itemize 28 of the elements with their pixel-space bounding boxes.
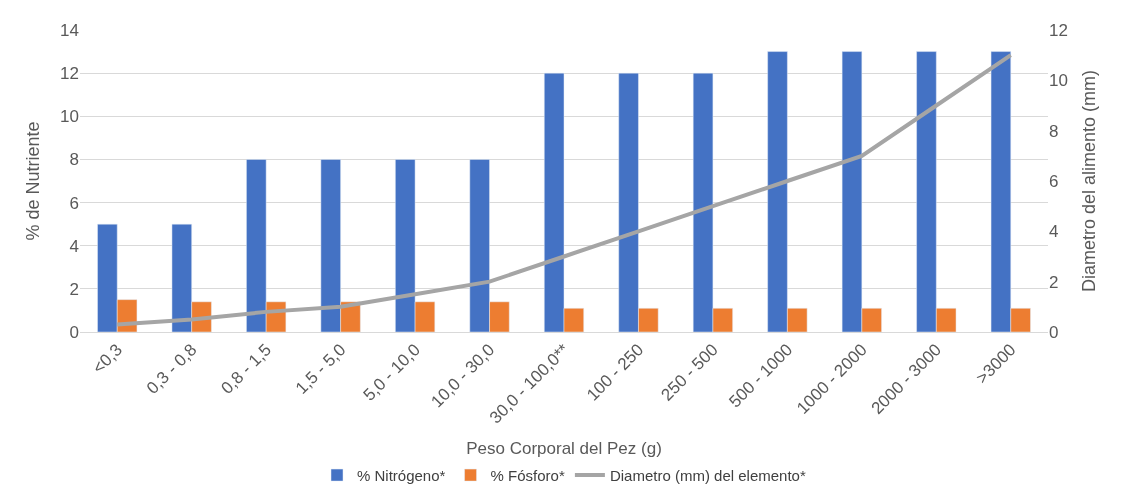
x-tick-label: 0,3 - 0,8 — [142, 340, 201, 398]
legend-label: Diametro (mm) del elemento* — [609, 466, 806, 484]
x-tick-label: 0,8 - 1,5 — [217, 340, 275, 398]
y-tick-label: 6 — [69, 193, 79, 213]
y-tick-label: 10 — [60, 107, 79, 127]
y-tick-label: 2 — [69, 279, 79, 299]
y-tick-label: 8 — [69, 150, 79, 170]
y2-tick-label: 4 — [1049, 222, 1059, 242]
y-tick-label: 0 — [69, 322, 79, 342]
y-tick-label: 14 — [60, 20, 79, 40]
y-tick-label: 4 — [69, 236, 79, 256]
x-tick-label: 1,5 - 5,0 — [291, 340, 350, 398]
x-tick-label: <0,3 — [88, 340, 127, 378]
x-axis-title: Peso Corporal del Pez (g) — [466, 438, 662, 458]
y-tick-label: 12 — [60, 64, 79, 84]
y2-tick-label: 0 — [1049, 322, 1059, 342]
legend-label: % Fósforo* — [490, 466, 565, 484]
y2-tick-label: 6 — [1049, 171, 1059, 191]
y2-tick-label: 8 — [1049, 121, 1059, 141]
y2-tick-label: 2 — [1049, 272, 1059, 292]
legend-label: % Nitrógeno* — [357, 466, 446, 484]
x-tick-label: 250 - 500 — [657, 340, 722, 405]
line-series — [115, 53, 1013, 327]
y-axis-title: % de Nutriente — [23, 121, 44, 241]
x-tick-label: 100 - 250 — [583, 340, 648, 405]
y2-tick-label: 10 — [1049, 71, 1068, 91]
y2-axis-title: Diametro del alimento (mm) — [1079, 69, 1100, 293]
y2-tick-label: 12 — [1049, 20, 1068, 40]
